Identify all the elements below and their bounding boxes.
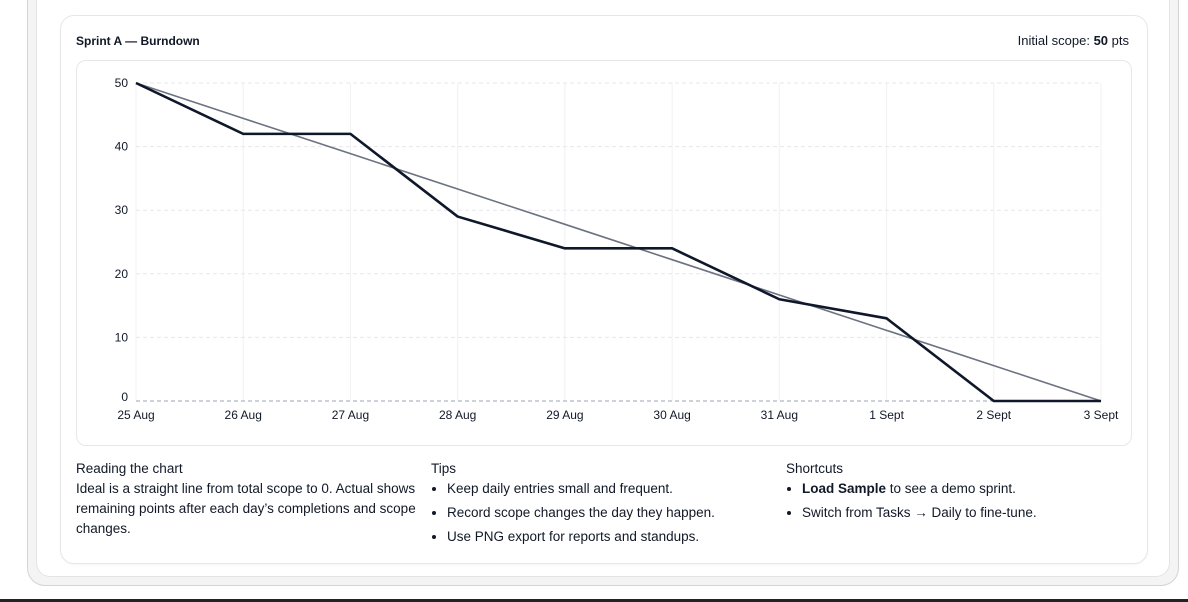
y-tick-label: 50 [115, 76, 129, 90]
x-tick-label: 2 Sept [976, 408, 1011, 422]
shortcut-text: to see a demo sprint. [886, 481, 1016, 496]
tip-item: Use PNG export for reports and standups. [447, 527, 771, 547]
chart-area: 25 Aug 26 Aug 27 Aug 28 Aug 29 Aug 30 Aug 31 A… [76, 60, 1132, 446]
shortcuts-heading: Shortcuts [786, 461, 844, 476]
reading-section: Reading the chart Ideal is a straight li… [76, 459, 426, 539]
x-tick-label: 28 Aug [439, 408, 476, 422]
shortcuts-section: Shortcuts Load Sample to see a demo spri… [786, 459, 1126, 527]
reading-text: Ideal is a straight line from total scop… [76, 481, 416, 536]
y-tick-label: 40 [115, 140, 129, 154]
scope-value: 50 [1093, 33, 1109, 48]
y-tick-label: 10 [115, 330, 129, 344]
tip-item: Record scope changes the day they happen… [447, 503, 771, 523]
chart-title: Sprint A — Burndown [76, 34, 200, 48]
tips-heading: Tips [431, 461, 457, 476]
scope-label: Initial scope: [1017, 33, 1090, 48]
ideal-line [135, 82, 1102, 402]
initial-scope: Initial scope: 50 pts [1018, 33, 1129, 48]
x-tick-label: 27 Aug [332, 408, 369, 422]
scope-unit: pts [1111, 33, 1129, 48]
x-tick-label: 3 Sept [1084, 408, 1119, 422]
tips-section: Tips Keep daily entries small and freque… [431, 459, 771, 551]
x-tick-label: 1 Sept [869, 408, 904, 422]
y-tick-label: 20 [115, 267, 129, 281]
x-tick-label: 30 Aug [653, 408, 690, 422]
y-tick-label: 0 [121, 390, 128, 404]
y-tick-label: 30 [115, 203, 129, 217]
shortcut-item: Load Sample to see a demo sprint. [802, 479, 1126, 499]
x-tick-label: 31 Aug [761, 408, 798, 422]
x-tick-label: 26 Aug [225, 408, 262, 422]
load-sample-label: Load Sample [802, 481, 887, 496]
burndown-card [60, 15, 1148, 564]
tip-item: Keep daily entries small and frequent. [447, 479, 771, 499]
burndown-chart: 25 Aug 26 Aug 27 Aug 28 Aug 29 Aug 30 Aug 31 A… [115, 76, 1119, 422]
x-tick-label: 25 Aug [117, 408, 154, 422]
reading-heading: Reading the chart [76, 461, 183, 476]
actual-line [135, 81, 1101, 403]
x-tick-label: 29 Aug [546, 408, 583, 422]
bottom-edge [0, 599, 1188, 602]
shortcut-item: Switch from Tasks → Daily to fine-tune. [802, 503, 1126, 523]
